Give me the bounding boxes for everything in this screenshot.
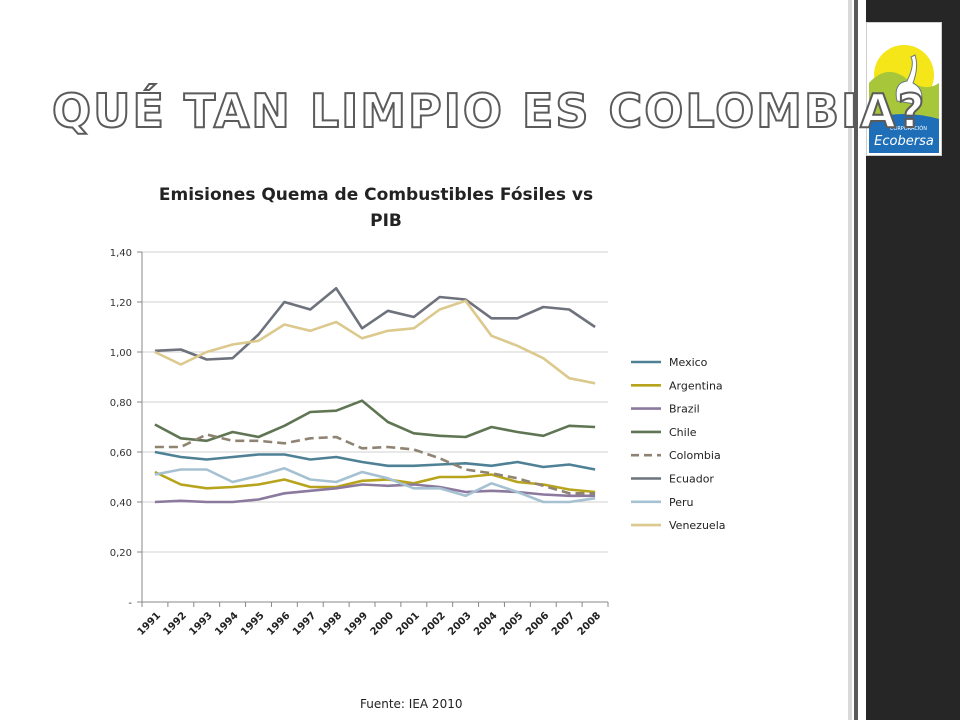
series-line-mexico [154, 450, 596, 471]
x-tick-label: 1992 [161, 610, 188, 637]
legend-label-venezuela: Venezuela [669, 519, 726, 532]
legend-label-peru: Peru [669, 496, 694, 509]
source-note: Fuente: IEA 2010 [360, 697, 463, 711]
legend-label-ecuador: Ecuador [669, 473, 714, 486]
gridlines [142, 251, 608, 553]
x-tick-label: 1994 [213, 610, 240, 637]
y-tick-label: 1,00 [110, 348, 132, 359]
slide-title: Qué tan limpio es Colombia? [51, 83, 927, 139]
logo-caption: CORPORACIÓN [890, 125, 927, 132]
logo-name: Ecobersa [874, 134, 934, 149]
x-tick-label: 1991 [136, 610, 163, 637]
y-tick-label: 1,40 [110, 248, 132, 259]
x-tick-label: 1998 [317, 610, 344, 637]
ecobersa-logo: CORPORACIÓN Ecobersa [866, 22, 942, 156]
x-tick-label: 2008 [576, 610, 603, 637]
chart-title-line-2: PIB [370, 211, 402, 231]
legend-label-argentina: Argentina [669, 379, 723, 392]
series-line-chile [154, 399, 596, 443]
logo-water [869, 114, 939, 153]
fossil-fuel-emissions-chart: Emisiones Quema de Combustibles Fósiles … [110, 185, 726, 638]
x-tick-label: 2000 [369, 610, 396, 637]
series-line-peru [154, 466, 596, 504]
x-tick-label: 2003 [446, 610, 473, 637]
series-line-venezuela [154, 299, 596, 385]
x-tick-label: 1995 [239, 610, 266, 637]
x-tick-label: 2002 [420, 610, 447, 637]
x-tick-label: 1999 [343, 610, 370, 637]
x-tick-label: 2007 [550, 610, 577, 637]
accent-stripe-dark [854, 0, 858, 720]
y-tick-label: - [128, 598, 132, 609]
x-tick-label: 2005 [498, 610, 525, 637]
legend-label-chile: Chile [669, 426, 697, 439]
x-tick-label: 1997 [291, 610, 318, 637]
legend-label-brazil: Brazil [669, 403, 700, 416]
x-tick-label: 2001 [394, 610, 421, 637]
x-tick-label: 2006 [524, 610, 551, 637]
x-tick-label: 1996 [265, 610, 292, 637]
series-line-ecuador [154, 287, 596, 361]
x-tick-label: 1993 [187, 610, 214, 637]
chart-title-line-1: Emisiones Quema de Combustibles Fósiles … [159, 185, 593, 205]
series-line-argentina [154, 470, 596, 494]
legend-label-mexico: Mexico [669, 356, 708, 369]
x-tick-label: 2004 [472, 610, 499, 637]
y-tick-label: 1,20 [110, 298, 132, 309]
logo-heron [895, 54, 923, 106]
accent-stripe-light [848, 0, 852, 720]
y-tick-label: 0,60 [110, 448, 132, 459]
axes: -0,200,400,600,801,001,201,4019911992199… [110, 248, 609, 638]
y-tick-label: 0,40 [110, 498, 132, 509]
legend: Mexico Argentina Brazil Chile Colombia Ecuado… [631, 356, 726, 532]
series-lines [154, 287, 596, 504]
y-tick-label: 0,80 [110, 398, 132, 409]
y-tick-label: 0,20 [110, 548, 132, 559]
legend-label-colombia: Colombia [669, 449, 721, 462]
series-line-colombia [154, 433, 596, 495]
